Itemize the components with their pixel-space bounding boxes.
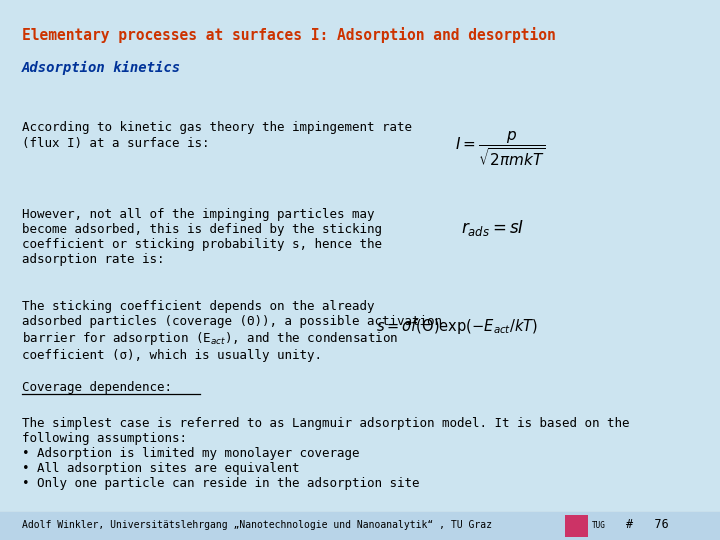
Text: According to kinetic gas theory the impingement rate
(flux I) at a surface is:: According to kinetic gas theory the impi… [22,122,412,150]
Text: However, not all of the impinging particles may
become adsorbed, this is defined: However, not all of the impinging partic… [22,208,382,266]
Text: The sticking coefficient depends on the already
adsorbed particles (coverage (Θ): The sticking coefficient depends on the … [22,300,441,362]
FancyBboxPatch shape [565,515,588,537]
Text: Adsorption kinetics: Adsorption kinetics [22,60,181,75]
Text: Coverage dependence:: Coverage dependence: [22,381,171,394]
Text: $s = \sigma f(\Theta)\exp(-E_{act}/kT)$: $s = \sigma f(\Theta)\exp(-E_{act}/kT)$ [376,317,539,336]
Text: TUG: TUG [592,522,606,530]
FancyBboxPatch shape [0,512,720,540]
Text: $I = \dfrac{p}{\sqrt{2\pi mkT}}$: $I = \dfrac{p}{\sqrt{2\pi mkT}}$ [455,130,546,168]
Text: #   76: # 76 [626,518,669,531]
Text: $r_{ads} = sI$: $r_{ads} = sI$ [462,218,525,238]
Text: The simplest case is referred to as Langmuir adsorption model. It is based on th: The simplest case is referred to as Lang… [22,417,629,490]
Text: Adolf Winkler, Universitätslehrgang „Nanotechnologie und Nanoanalytik“ , TU Graz: Adolf Winkler, Universitätslehrgang „Nan… [22,520,492,530]
Text: Elementary processes at surfaces I: Adsorption and desorption: Elementary processes at surfaces I: Adso… [22,27,555,43]
